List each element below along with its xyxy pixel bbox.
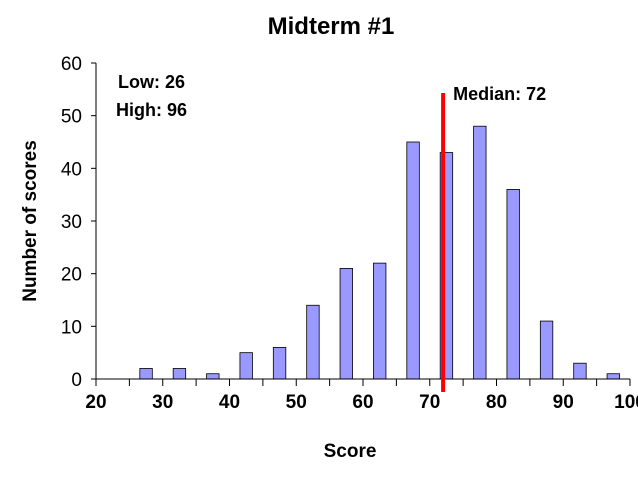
y-axis-label: Number of scores [20,140,41,302]
y-tick-label: 60 [61,54,82,75]
histogram-bar [206,373,220,380]
median-label: Median: 72 [453,84,546,104]
histogram-bar [139,368,153,380]
x-tick-label: 90 [553,392,574,413]
histogram-bar [506,188,520,380]
x-tick-label: 100 [614,392,638,413]
y-tick-label: 30 [61,212,82,233]
histogram-bar [406,141,420,380]
histogram-bar [539,320,554,380]
histogram-bar [272,346,287,380]
y-tick-label: 50 [61,107,82,128]
x-tick-label: 70 [419,392,440,413]
x-tick-label: 40 [219,392,240,413]
histogram-bar [239,352,253,380]
histogram-bar [373,262,387,380]
chart-title: Midterm #1 [268,13,395,40]
y-tick-label: 10 [61,317,82,338]
high-annotation: High: 96 [116,100,187,120]
x-axis-label: Score [324,441,377,462]
bars-series [139,125,620,380]
x-tick-label: 20 [85,392,106,413]
histogram-bar [172,368,187,380]
histogram-bar [473,125,487,380]
y-tick-label: 40 [61,159,82,180]
histogram-bar [306,304,320,380]
x-axis-ticks: 20 30 40 50 60 70 80 90 100 [85,379,638,413]
y-axis-ticks: 0 10 20 30 40 50 60 [61,54,96,391]
histogram-bar [573,362,587,380]
x-tick-label: 80 [486,392,507,413]
histogram-bar [606,373,620,380]
x-tick-label: 50 [286,392,307,413]
y-tick-label: 20 [61,265,82,286]
histogram-bar [339,267,353,380]
y-tick-label: 0 [71,370,82,391]
x-tick-label: 30 [152,392,173,413]
low-annotation: Low: 26 [118,72,185,92]
x-tick-label: 60 [352,392,373,413]
